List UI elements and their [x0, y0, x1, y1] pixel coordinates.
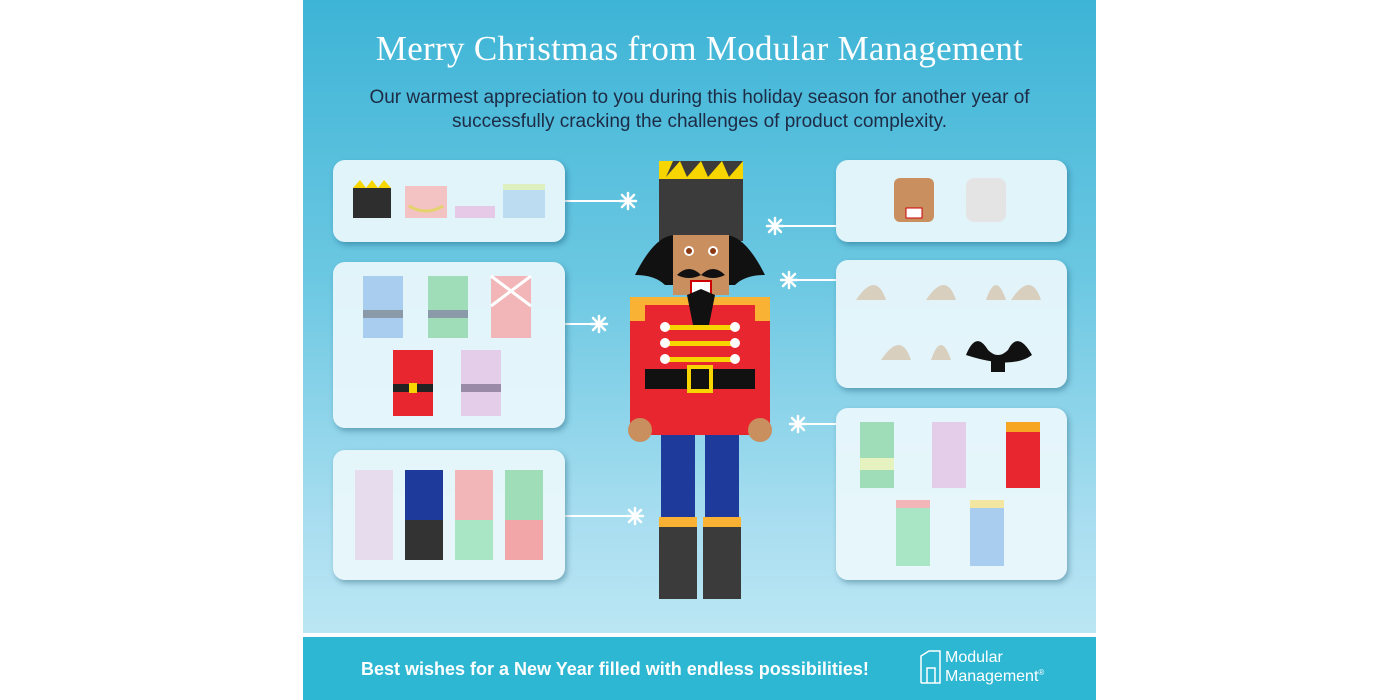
card-subtitle: Our warmest appreciation to you during t…: [303, 86, 1096, 134]
faces-panel: [836, 160, 1067, 242]
beards-panel: [836, 260, 1067, 388]
snowflake-icons: [589, 191, 808, 526]
nutcracker-illustration: [628, 161, 772, 599]
footer-banner: Best wishes for a New Year filled with e…: [303, 633, 1096, 700]
face-options: [894, 178, 1006, 222]
subtitle-line-1: Our warmest appreciation to you during t…: [369, 87, 1030, 108]
connector-lines: [565, 191, 836, 526]
hats-panel: [333, 160, 565, 242]
boot-options: [860, 422, 1040, 566]
company-logo: Modular Management®: [917, 648, 1044, 686]
hat-options: [353, 180, 545, 218]
subtitle-line-2: successfully cracking the challenges of …: [452, 111, 947, 132]
logo-line-2: Management: [945, 668, 1039, 685]
legs-panel: [333, 450, 565, 580]
beard-options: [856, 285, 1041, 372]
boots-panel: [836, 408, 1067, 580]
coat-options: [363, 274, 532, 416]
logo-line-1: Modular: [945, 649, 1003, 666]
christmas-card: Merry Christmas from Modular Management …: [303, 0, 1096, 700]
coats-panel: [333, 262, 565, 428]
card-title: Merry Christmas from Modular Management: [375, 29, 1024, 68]
leg-options: [355, 470, 543, 560]
registered-mark: ®: [1038, 668, 1045, 677]
footer-message: Best wishes for a New Year filled with e…: [361, 659, 869, 679]
logo-mark-icon: [920, 650, 941, 684]
